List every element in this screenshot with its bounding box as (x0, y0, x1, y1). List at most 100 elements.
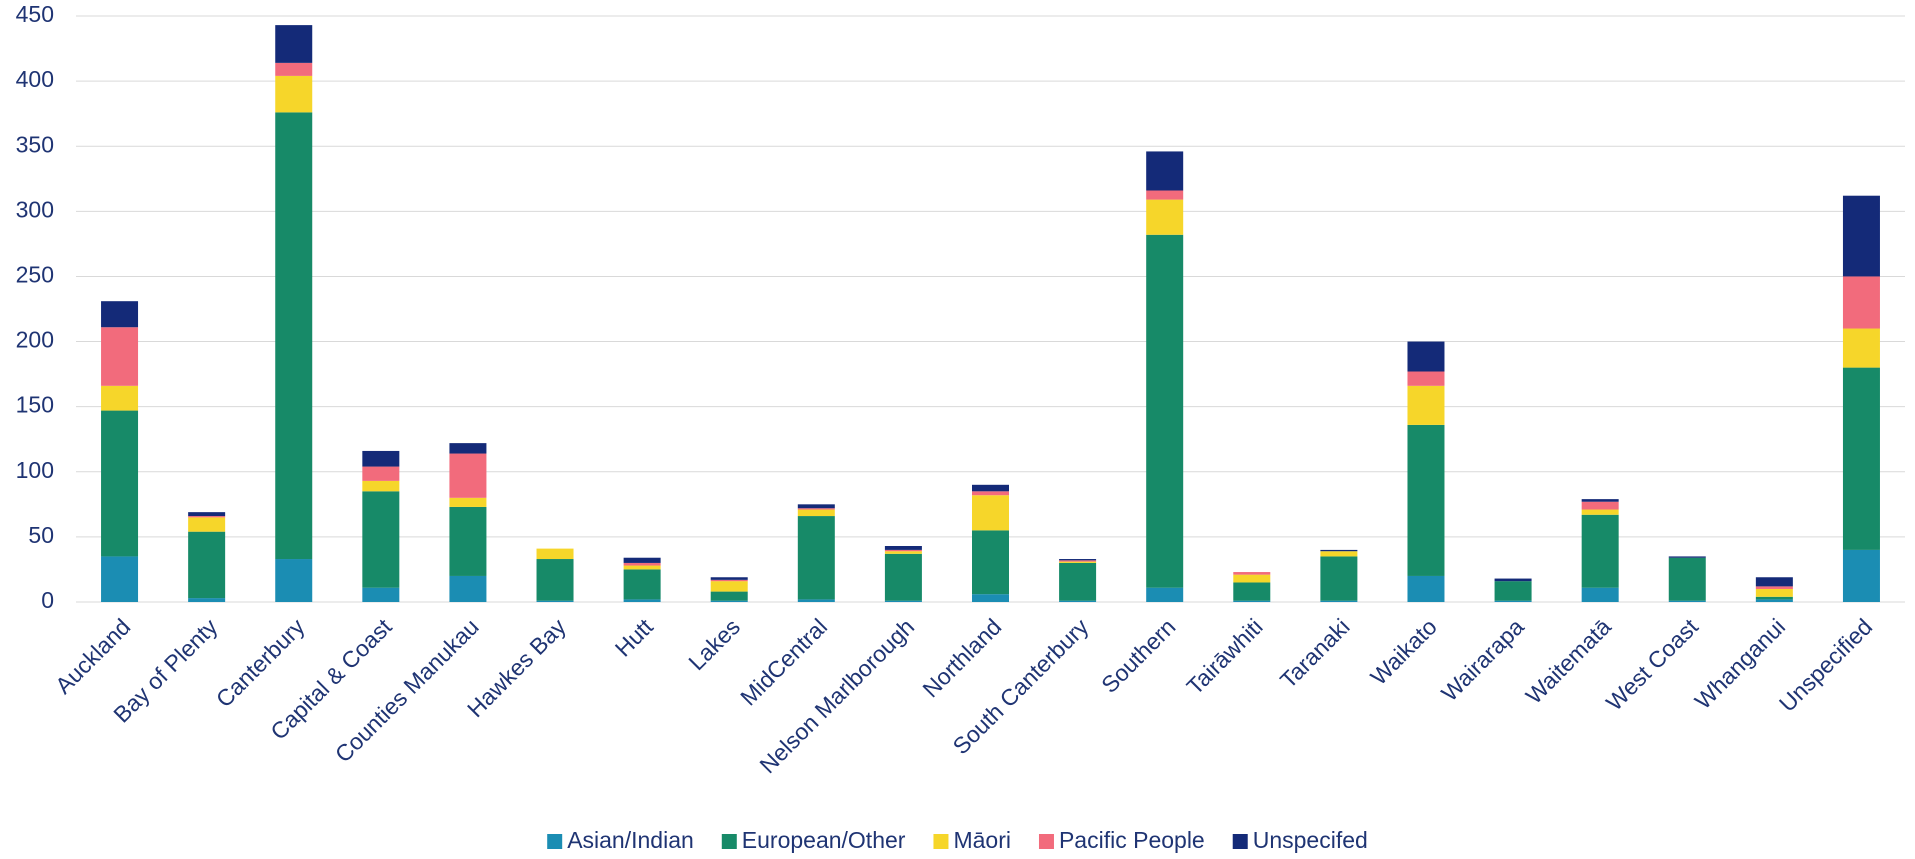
y-tick-label: 350 (16, 131, 54, 157)
bar-segment (1755, 586, 1793, 589)
x-tick-label: Unspecified (1774, 613, 1877, 716)
bar-segment (449, 506, 487, 576)
bar-segment (972, 530, 1009, 595)
x-tick-label: Taranaki (1275, 613, 1355, 693)
bar-segment (623, 569, 661, 600)
bar-segment (1059, 560, 1097, 562)
bar-segment (188, 516, 226, 518)
bar-segment (1581, 509, 1619, 515)
bar-segment (101, 410, 139, 557)
bar-segment (1233, 600, 1271, 602)
bar-segment (1059, 562, 1097, 601)
bar-segment (1842, 276, 1880, 329)
bar-segment (1581, 514, 1619, 588)
bar-segment (710, 577, 748, 580)
bar-segment (101, 556, 139, 602)
x-tick-label: West Coast (1601, 613, 1704, 716)
legend-swatch (1038, 834, 1054, 849)
bar-segment (1407, 424, 1445, 576)
x-tick-label: Hutt (610, 613, 659, 662)
bar-segment (710, 591, 748, 601)
bar-segment (710, 579, 748, 582)
bar-segment (1755, 577, 1793, 587)
bar-segment (1407, 371, 1445, 386)
x-tick-label: Wairarapa (1436, 613, 1529, 706)
bar-segment (1668, 600, 1706, 602)
bar-segment (884, 600, 922, 602)
x-tick-label: Auckland (50, 613, 135, 698)
y-tick-label: 400 (16, 66, 54, 92)
y-tick-label: 300 (16, 196, 54, 222)
x-tick-label: Tairāwhiti (1181, 613, 1267, 699)
legend-label: Asian/Indian (567, 827, 694, 853)
bar-segment (884, 551, 922, 554)
bar-segment (623, 599, 661, 602)
bar-segment (1059, 600, 1097, 602)
bar-segment (275, 75, 313, 113)
y-tick-label: 450 (16, 1, 54, 27)
bar-segment (1407, 385, 1445, 425)
bar-segment (1320, 551, 1358, 557)
bar-segment (1494, 600, 1532, 602)
y-tick-label: 100 (16, 457, 54, 483)
bar-segment (1320, 600, 1358, 602)
bar-segment (188, 598, 226, 602)
y-tick-label: 200 (16, 327, 54, 353)
bar-segment (275, 25, 313, 63)
legend-swatch (547, 834, 563, 849)
x-tick-label: Northland (917, 613, 1006, 702)
bar-segment (101, 301, 139, 328)
bar-segment (362, 450, 400, 467)
bar-segment (797, 516, 835, 600)
bar-segment (972, 491, 1009, 496)
bar-segment (536, 600, 574, 602)
x-tick-label: Lakes (683, 613, 745, 675)
legend-label: European/Other (742, 827, 906, 853)
y-tick-label: 250 (16, 262, 54, 288)
bar-segment (1146, 234, 1184, 588)
bar-segment (1494, 581, 1532, 601)
legend-swatch (721, 834, 737, 849)
x-tick-label: Southern (1096, 613, 1180, 697)
bar-segment (1233, 572, 1271, 575)
bar-segment (449, 575, 487, 602)
y-tick-label: 0 (41, 587, 54, 613)
bar-segment (972, 495, 1009, 531)
bar-segment (1842, 195, 1880, 277)
bar-segment (710, 581, 748, 592)
bar-segment (1581, 499, 1619, 502)
bar-segment (1059, 561, 1097, 563)
y-tick-label: 150 (16, 392, 54, 418)
bar-segment (1581, 501, 1619, 510)
bar-segment (797, 504, 835, 509)
bar-segment (188, 531, 226, 599)
bar-segment (449, 453, 487, 498)
bar-segment (362, 480, 400, 492)
bar-segment (972, 484, 1009, 492)
bar-segment (101, 327, 139, 386)
bar-segment (362, 466, 400, 481)
bar-segment (797, 599, 835, 602)
bar-segment (1755, 599, 1793, 602)
bar-segment (1146, 190, 1184, 200)
bar-segment (188, 512, 226, 517)
bar-segment (1146, 587, 1184, 602)
bar-segment (1407, 341, 1445, 372)
bar-segment (710, 600, 748, 602)
bar-segment (188, 517, 226, 532)
bar-segment (275, 112, 313, 560)
bar-segment (1320, 549, 1358, 552)
bar-segment (449, 497, 487, 507)
bar-segment (1146, 199, 1184, 235)
legend-label: Māori (953, 827, 1011, 853)
bar-segment (884, 546, 922, 550)
bar-segment (797, 508, 835, 510)
bar-segment (1581, 587, 1619, 602)
bar-segment (623, 562, 661, 566)
bar-segment (1146, 151, 1184, 191)
bar-segment (275, 62, 313, 76)
bar-segment (1407, 575, 1445, 602)
bar-segment (1233, 582, 1271, 601)
bar-segment (362, 491, 400, 588)
bar-segment (1755, 596, 1793, 600)
